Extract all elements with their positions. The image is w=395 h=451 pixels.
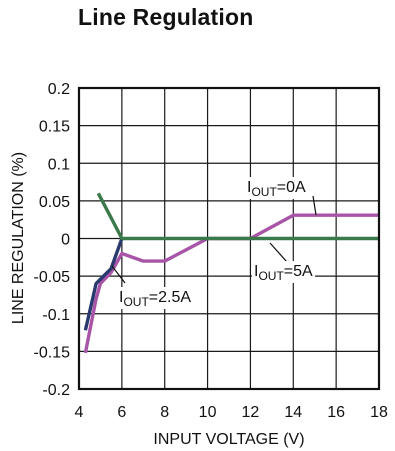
- y-tick-label: 0: [61, 232, 70, 249]
- annotations: IOUT=0A IOUT=2.5A IOUT=5A: [111, 177, 317, 309]
- y-tick-label: 0.1: [48, 156, 70, 173]
- tick-labels: 4 6 8 10 12 14 16 18 0.2 0.15 0.1 0.05 0 -0.05 -0.1 -0.…: [34, 81, 388, 421]
- series-line-iout-2-5a: [83, 237, 124, 331]
- annotation-leader-line: [269, 242, 288, 263]
- annotation-leader-line: [312, 195, 317, 216]
- series-annotation: IOUT=5A: [254, 263, 313, 283]
- x-axis-label: INPUT VOLTAGE (V): [153, 431, 304, 448]
- series-line-iout-0a: [83, 213, 379, 354]
- x-tick-label: 18: [370, 404, 388, 421]
- y-axis-label: LINE REGULATION (%): [10, 152, 27, 324]
- x-tick-label: 8: [160, 404, 169, 421]
- annotation-background: [117, 287, 194, 309]
- y-tick-label: 0.05: [39, 194, 70, 211]
- x-tick-label: 4: [75, 404, 84, 421]
- annotation-background: [252, 261, 316, 283]
- series-annotation: IOUT=0A: [247, 179, 306, 199]
- series-annotation: IOUT=2.5A: [119, 289, 191, 309]
- x-tick-label: 14: [284, 404, 302, 421]
- y-tick-label: -0.05: [34, 269, 71, 286]
- x-tick-label: 12: [242, 404, 260, 421]
- x-tick-label: 10: [199, 404, 217, 421]
- y-tick-label: -0.15: [34, 344, 71, 361]
- chart-title: Line Regulation: [78, 4, 254, 30]
- x-tick-label: 16: [327, 404, 345, 421]
- annotation-background: [245, 177, 309, 199]
- y-tick-label: 0.15: [39, 119, 70, 136]
- y-tick-label: -0.1: [42, 307, 70, 324]
- series-lines: [83, 192, 379, 354]
- y-tick-label: -0.2: [42, 382, 70, 399]
- annotation-leader-line: [111, 265, 126, 284]
- x-tick-label: 6: [117, 404, 126, 421]
- series-line-iout-5a: [96, 192, 379, 241]
- plot-frame: [77, 86, 381, 391]
- plot-border: [77, 86, 381, 391]
- y-tick-label: 0.2: [48, 81, 70, 98]
